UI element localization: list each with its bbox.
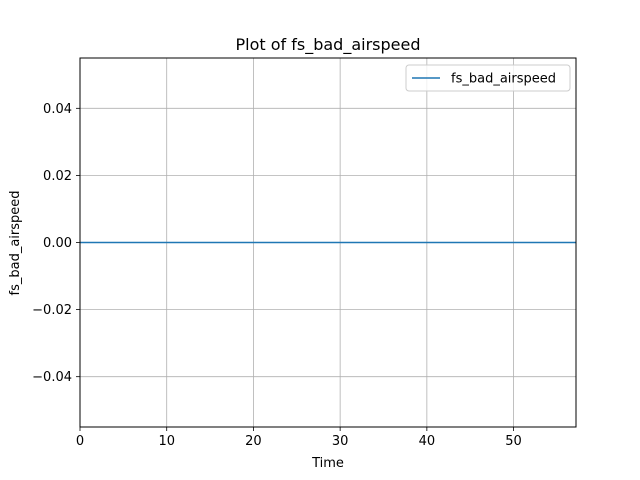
legend: fs_bad_airspeed bbox=[405, 64, 571, 92]
x-axis-label: Time bbox=[311, 456, 344, 471]
y-tick-label: −0.04 bbox=[32, 370, 72, 385]
y-tick-label: 0.04 bbox=[43, 102, 72, 117]
x-tick-label: 50 bbox=[505, 434, 522, 449]
x-tick-label: 0 bbox=[76, 434, 84, 449]
y-axis-label: fs_bad_airspeed bbox=[8, 190, 23, 295]
legend-box bbox=[405, 64, 571, 92]
legend-label: fs_bad_airspeed bbox=[451, 72, 556, 87]
y-tick-label: 0.00 bbox=[43, 236, 72, 251]
chart-title: Plot of fs_bad_airspeed bbox=[236, 35, 421, 55]
x-tick-label: 40 bbox=[419, 434, 436, 449]
x-tick-label: 20 bbox=[245, 434, 262, 449]
y-tick-label: 0.02 bbox=[43, 169, 72, 184]
x-axis: 0 10 20 30 40 50 bbox=[76, 427, 522, 449]
y-tick-label: −0.02 bbox=[32, 303, 72, 318]
x-tick-label: 30 bbox=[332, 434, 349, 449]
x-tick-label: 10 bbox=[158, 434, 175, 449]
y-axis: −0.04 −0.02 0.00 0.02 0.04 bbox=[32, 102, 80, 385]
